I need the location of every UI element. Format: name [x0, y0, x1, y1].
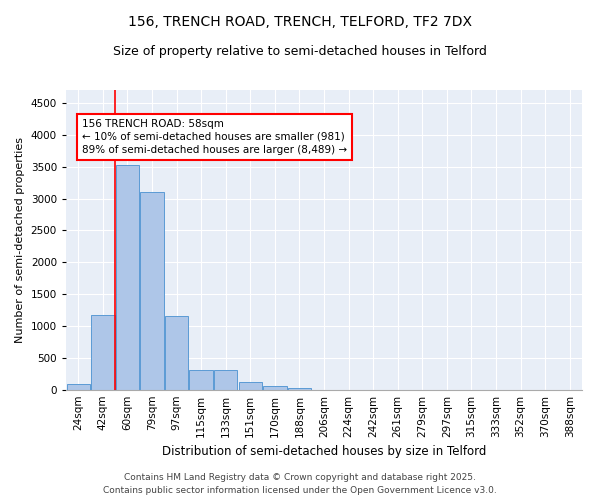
- Text: 156 TRENCH ROAD: 58sqm
← 10% of semi-detached houses are smaller (981)
89% of se: 156 TRENCH ROAD: 58sqm ← 10% of semi-det…: [82, 118, 347, 155]
- Bar: [239, 382, 262, 390]
- Text: Size of property relative to semi-detached houses in Telford: Size of property relative to semi-detach…: [113, 45, 487, 58]
- Text: 156, TRENCH ROAD, TRENCH, TELFORD, TF2 7DX: 156, TRENCH ROAD, TRENCH, TELFORD, TF2 7…: [128, 15, 472, 29]
- Bar: [288, 388, 311, 390]
- Text: Contains HM Land Registry data © Crown copyright and database right 2025.
Contai: Contains HM Land Registry data © Crown c…: [103, 473, 497, 495]
- Bar: [91, 314, 115, 390]
- Bar: [263, 386, 287, 390]
- Bar: [190, 370, 213, 390]
- Bar: [116, 166, 139, 390]
- Y-axis label: Number of semi-detached properties: Number of semi-detached properties: [15, 137, 25, 343]
- Bar: [165, 316, 188, 390]
- Bar: [140, 192, 164, 390]
- X-axis label: Distribution of semi-detached houses by size in Telford: Distribution of semi-detached houses by …: [162, 446, 486, 458]
- Bar: [67, 384, 90, 390]
- Bar: [214, 370, 238, 390]
